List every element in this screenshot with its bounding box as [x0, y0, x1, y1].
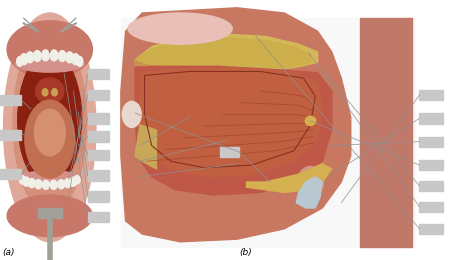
Polygon shape: [140, 68, 322, 177]
Ellipse shape: [52, 89, 57, 96]
Bar: [0, 169, 21, 179]
Ellipse shape: [58, 180, 65, 189]
Polygon shape: [246, 164, 332, 192]
Bar: [419, 160, 443, 170]
Ellipse shape: [7, 195, 92, 237]
Bar: [419, 113, 443, 123]
Ellipse shape: [50, 50, 58, 61]
Polygon shape: [121, 8, 351, 242]
Ellipse shape: [305, 116, 316, 126]
Bar: [0, 130, 21, 140]
Ellipse shape: [72, 54, 79, 65]
Polygon shape: [135, 34, 318, 70]
Bar: [38, 208, 62, 218]
Bar: [88, 69, 109, 79]
Ellipse shape: [122, 101, 141, 127]
Ellipse shape: [16, 55, 84, 72]
Bar: [121, 18, 415, 247]
Bar: [88, 170, 109, 181]
Polygon shape: [135, 125, 156, 169]
Bar: [88, 113, 109, 123]
Ellipse shape: [18, 52, 82, 187]
Ellipse shape: [13, 31, 86, 213]
Polygon shape: [135, 66, 332, 195]
Bar: [419, 202, 443, 212]
Bar: [0, 95, 21, 105]
Bar: [88, 150, 109, 160]
Ellipse shape: [34, 51, 41, 62]
Bar: [88, 90, 109, 100]
Ellipse shape: [17, 56, 23, 66]
Ellipse shape: [70, 177, 77, 186]
Bar: [419, 181, 443, 191]
Ellipse shape: [128, 13, 232, 44]
Ellipse shape: [25, 100, 75, 178]
Ellipse shape: [3, 13, 96, 242]
Ellipse shape: [50, 180, 57, 189]
Ellipse shape: [77, 56, 83, 66]
Polygon shape: [360, 18, 412, 247]
Ellipse shape: [42, 89, 48, 96]
Ellipse shape: [74, 176, 80, 184]
Ellipse shape: [298, 166, 324, 198]
Bar: [88, 191, 109, 202]
Ellipse shape: [18, 171, 82, 185]
Ellipse shape: [28, 179, 35, 188]
Bar: [88, 212, 109, 222]
Bar: [114, 0, 474, 260]
Ellipse shape: [23, 177, 30, 186]
Text: (a): (a): [2, 248, 15, 257]
Ellipse shape: [26, 52, 34, 63]
Polygon shape: [135, 38, 310, 69]
Bar: [220, 147, 239, 157]
Ellipse shape: [36, 78, 64, 104]
Ellipse shape: [34, 109, 65, 156]
Ellipse shape: [64, 179, 72, 188]
Ellipse shape: [42, 50, 49, 61]
Text: (b): (b): [239, 248, 252, 257]
Ellipse shape: [58, 51, 66, 62]
Ellipse shape: [19, 176, 26, 184]
Ellipse shape: [7, 21, 92, 78]
Bar: [419, 224, 443, 234]
Bar: [419, 136, 443, 147]
Polygon shape: [296, 177, 322, 208]
Bar: [88, 131, 109, 142]
Bar: [419, 90, 443, 100]
Ellipse shape: [42, 180, 49, 189]
Ellipse shape: [20, 54, 28, 65]
Ellipse shape: [35, 180, 42, 189]
Ellipse shape: [66, 52, 73, 63]
